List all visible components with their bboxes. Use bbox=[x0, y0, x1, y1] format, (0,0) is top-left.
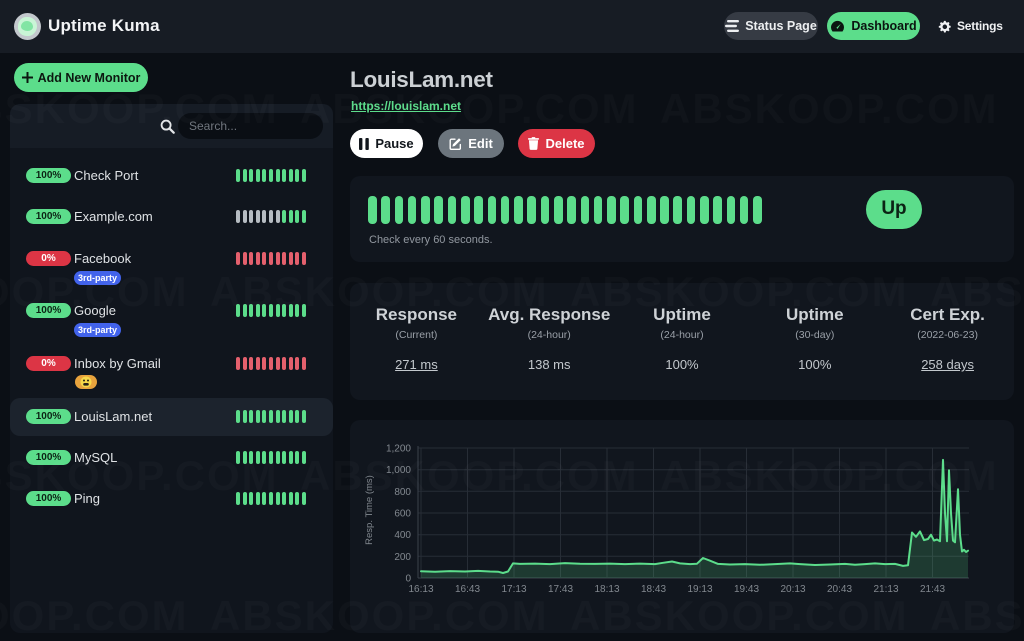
svg-text:800: 800 bbox=[394, 487, 411, 498]
svg-text:16:43: 16:43 bbox=[455, 584, 480, 595]
svg-text:400: 400 bbox=[394, 530, 411, 541]
svg-text:17:13: 17:13 bbox=[501, 584, 526, 595]
svg-text:0: 0 bbox=[405, 574, 411, 585]
svg-text:20:43: 20:43 bbox=[827, 584, 852, 595]
svg-text:19:43: 19:43 bbox=[734, 584, 759, 595]
svg-text:1,000: 1,000 bbox=[386, 465, 411, 476]
svg-text:18:43: 18:43 bbox=[641, 584, 666, 595]
svg-text:Resp. Time (ms): Resp. Time (ms) bbox=[364, 475, 375, 545]
svg-text:19:13: 19:13 bbox=[687, 584, 712, 595]
svg-text:1,200: 1,200 bbox=[386, 444, 411, 455]
svg-text:600: 600 bbox=[394, 509, 411, 520]
svg-text:17:43: 17:43 bbox=[548, 584, 573, 595]
svg-text:21:13: 21:13 bbox=[873, 584, 898, 595]
svg-text:16:13: 16:13 bbox=[408, 584, 433, 595]
svg-text:20:13: 20:13 bbox=[780, 584, 805, 595]
svg-text:21:43: 21:43 bbox=[920, 584, 945, 595]
svg-text:200: 200 bbox=[394, 552, 411, 563]
svg-text:18:13: 18:13 bbox=[594, 584, 619, 595]
